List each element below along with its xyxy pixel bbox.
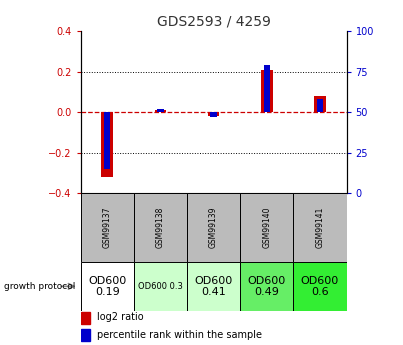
Text: GSM99137: GSM99137 bbox=[103, 207, 112, 248]
Bar bbox=[264, 65, 270, 112]
Bar bbox=[210, 112, 217, 117]
Bar bbox=[81, 329, 90, 341]
Text: OD600
0.19: OD600 0.19 bbox=[88, 276, 126, 297]
Bar bbox=[317, 99, 323, 112]
Text: GSM99139: GSM99139 bbox=[209, 207, 218, 248]
Text: GSM99141: GSM99141 bbox=[316, 207, 324, 248]
Bar bbox=[134, 193, 187, 262]
Bar bbox=[261, 70, 273, 112]
Text: GSM99140: GSM99140 bbox=[262, 207, 271, 248]
Text: growth protocol: growth protocol bbox=[4, 282, 75, 291]
Text: OD600
0.49: OD600 0.49 bbox=[248, 276, 286, 297]
Bar bbox=[101, 112, 113, 177]
Bar bbox=[154, 110, 166, 112]
Title: GDS2593 / 4259: GDS2593 / 4259 bbox=[157, 14, 270, 29]
Text: OD600 0.3: OD600 0.3 bbox=[138, 282, 183, 291]
Bar bbox=[157, 109, 164, 112]
Bar bbox=[81, 312, 90, 324]
Bar bbox=[240, 262, 293, 310]
Bar bbox=[81, 193, 134, 262]
Text: log2 ratio: log2 ratio bbox=[97, 313, 143, 322]
Text: OD600
0.41: OD600 0.41 bbox=[195, 276, 233, 297]
Bar bbox=[134, 262, 187, 310]
Bar bbox=[240, 193, 293, 262]
Text: GSM99138: GSM99138 bbox=[156, 207, 165, 248]
Text: OD600
0.6: OD600 0.6 bbox=[301, 276, 339, 297]
Bar bbox=[187, 262, 240, 310]
Bar bbox=[293, 262, 347, 310]
Bar bbox=[293, 193, 347, 262]
Bar bbox=[208, 112, 220, 116]
Bar bbox=[314, 96, 326, 112]
Bar bbox=[81, 262, 134, 310]
Text: percentile rank within the sample: percentile rank within the sample bbox=[97, 330, 262, 340]
Bar bbox=[104, 112, 110, 169]
Bar bbox=[187, 193, 240, 262]
